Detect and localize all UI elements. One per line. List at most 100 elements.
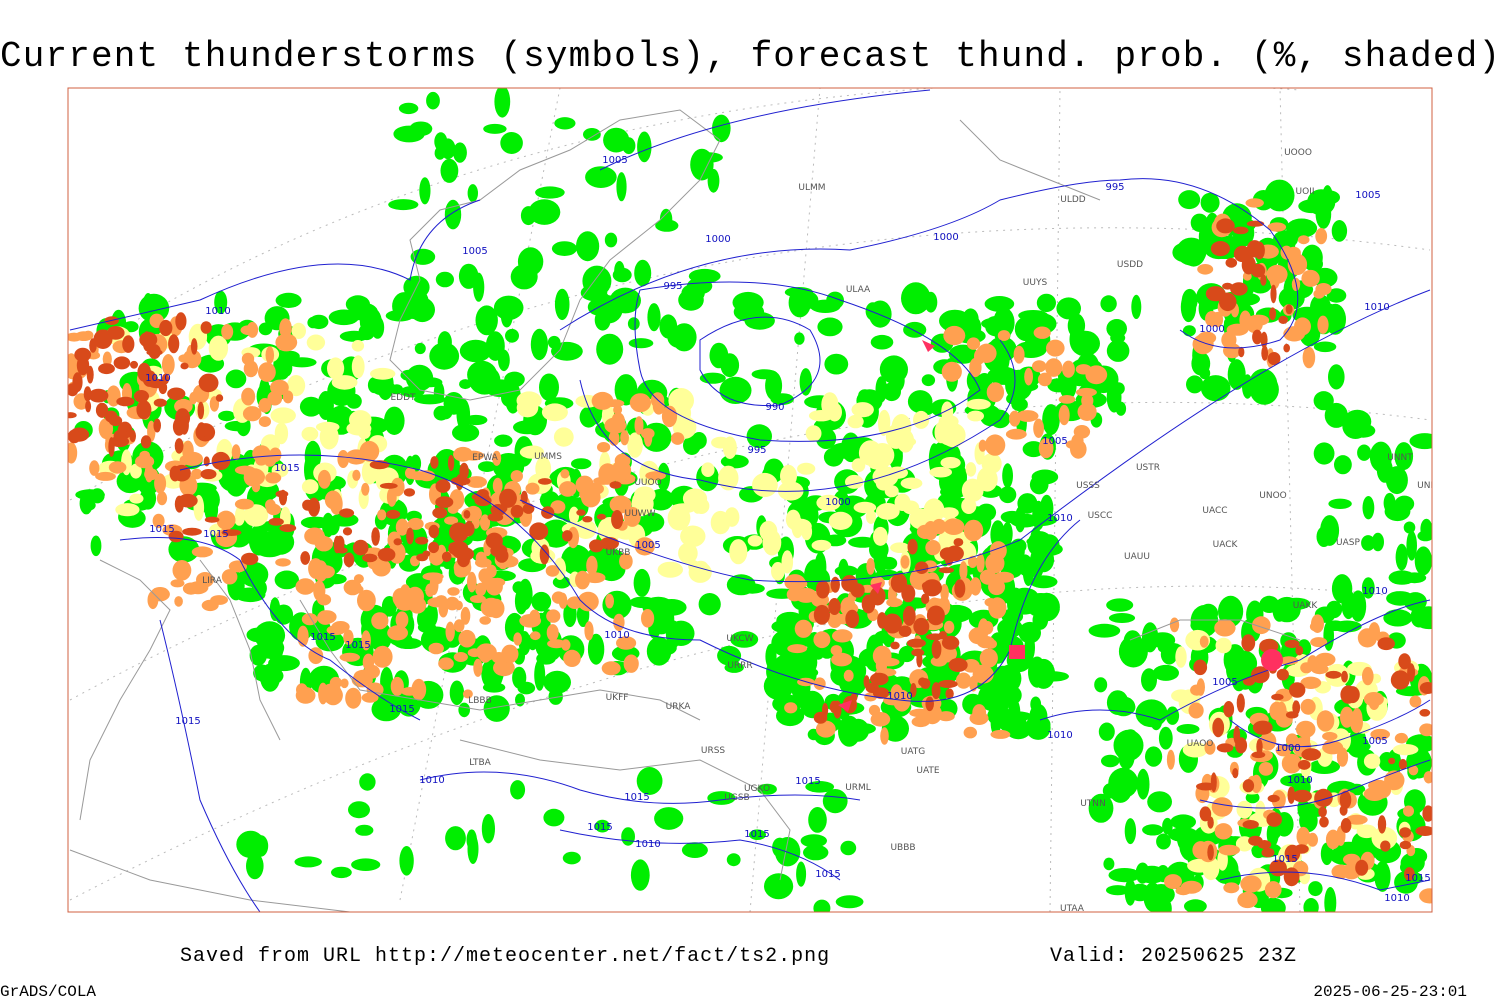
shade-blob	[1302, 346, 1316, 369]
shade-blob	[1278, 230, 1302, 242]
shade-blob	[406, 527, 414, 545]
shade-blob	[1077, 402, 1097, 421]
shade-blob	[1222, 282, 1233, 290]
shade-blob	[449, 489, 465, 510]
shade-blob	[1276, 668, 1289, 681]
shade-blob	[234, 498, 254, 510]
shade-blob	[428, 642, 444, 655]
shade-blob	[1226, 323, 1249, 336]
shade-blob	[747, 535, 763, 547]
shade-blob	[909, 708, 931, 718]
shade-blob	[746, 424, 772, 449]
shade-blob	[1233, 226, 1249, 235]
shade-blob	[613, 613, 625, 632]
shade-blob	[890, 542, 910, 553]
shade-blob	[693, 498, 710, 514]
shade-blob	[300, 551, 311, 565]
shade-blob	[877, 612, 887, 629]
shade-blob	[560, 469, 570, 479]
shade-blob	[377, 509, 387, 521]
shade-blob	[108, 461, 127, 474]
shade-blob	[1196, 678, 1206, 696]
shade-blob	[813, 899, 831, 912]
station-label: UUWW	[625, 509, 656, 519]
valid-time: Valid: 20250625 23Z	[1050, 945, 1297, 968]
shade-blob	[1404, 867, 1415, 881]
shade-blob	[1033, 418, 1044, 438]
isobar-label: 1015	[203, 529, 228, 540]
shade-blob	[1419, 888, 1432, 904]
shade-blob	[372, 645, 393, 668]
isobar-label: 1010	[145, 373, 170, 384]
shade-blob	[147, 590, 159, 610]
shade-blob	[481, 814, 495, 844]
shade-blob	[694, 152, 723, 163]
station-label: UTAA	[1060, 904, 1085, 914]
shade-blob	[1230, 282, 1248, 296]
shade-blob	[1350, 711, 1363, 734]
shade-blob	[765, 371, 783, 401]
shade-blob	[390, 384, 403, 395]
shade-blob	[68, 332, 83, 342]
shade-blob	[931, 639, 942, 659]
shade-blob	[562, 851, 581, 865]
shade-blob	[108, 437, 115, 457]
shade-blob	[1218, 595, 1244, 628]
shade-blob	[1388, 757, 1396, 765]
shade-blob	[870, 672, 889, 686]
isobar-label: 1010	[1047, 513, 1072, 524]
shade-blob	[392, 588, 408, 607]
shade-blob	[1075, 364, 1092, 375]
shade-blob	[137, 362, 151, 382]
shade-blob	[548, 688, 563, 705]
shade-blob	[1280, 775, 1303, 787]
shade-blob	[90, 488, 105, 504]
shade-blob	[577, 591, 599, 612]
shade-blob	[453, 652, 468, 662]
shade-blob	[939, 507, 959, 519]
shade-blob	[1164, 874, 1182, 890]
shade-blob	[1106, 339, 1130, 362]
shade-blob	[258, 322, 273, 336]
shade-blob	[963, 726, 977, 739]
shade-blob	[445, 621, 455, 642]
shade-blob	[208, 335, 229, 361]
shade-blob	[1181, 288, 1198, 313]
shade-blob	[776, 705, 805, 727]
shade-blob	[1267, 222, 1287, 232]
shade-blob	[204, 516, 220, 523]
shade-blob	[1345, 814, 1368, 825]
shade-blob	[985, 553, 1005, 574]
shade-blob	[1286, 246, 1301, 260]
shade-blob	[200, 469, 217, 480]
shade-blob	[252, 445, 271, 463]
shade-blob	[1098, 722, 1115, 741]
shade-blob	[1232, 672, 1246, 692]
shade-blob	[1260, 274, 1267, 286]
shade-blob	[943, 325, 966, 346]
shade-blob	[390, 676, 404, 696]
shade-blob	[458, 702, 471, 718]
shade-blob	[251, 481, 261, 493]
isobar-label: 1000	[825, 497, 850, 508]
shade-blob	[1223, 701, 1235, 718]
shade-blob	[1235, 737, 1248, 754]
shade-blob	[1248, 368, 1278, 400]
shade-blob	[698, 593, 721, 616]
shade-blob	[795, 587, 818, 603]
shade-blob	[647, 303, 661, 332]
shade-blob	[361, 630, 371, 651]
shade-blob	[435, 479, 451, 493]
isobar-label: 1015	[815, 869, 840, 880]
shade-blob	[1328, 364, 1345, 390]
shade-blob	[1182, 742, 1208, 758]
shade-blob	[1046, 339, 1065, 357]
station-label: ULAA	[846, 285, 871, 295]
shade-blob	[249, 644, 267, 666]
shade-blob	[978, 439, 987, 452]
shade-blob	[1070, 439, 1087, 459]
shade-blob	[1362, 666, 1374, 686]
shade-blob	[130, 463, 142, 479]
shade-blob	[102, 351, 112, 367]
shade-blob	[906, 638, 926, 648]
